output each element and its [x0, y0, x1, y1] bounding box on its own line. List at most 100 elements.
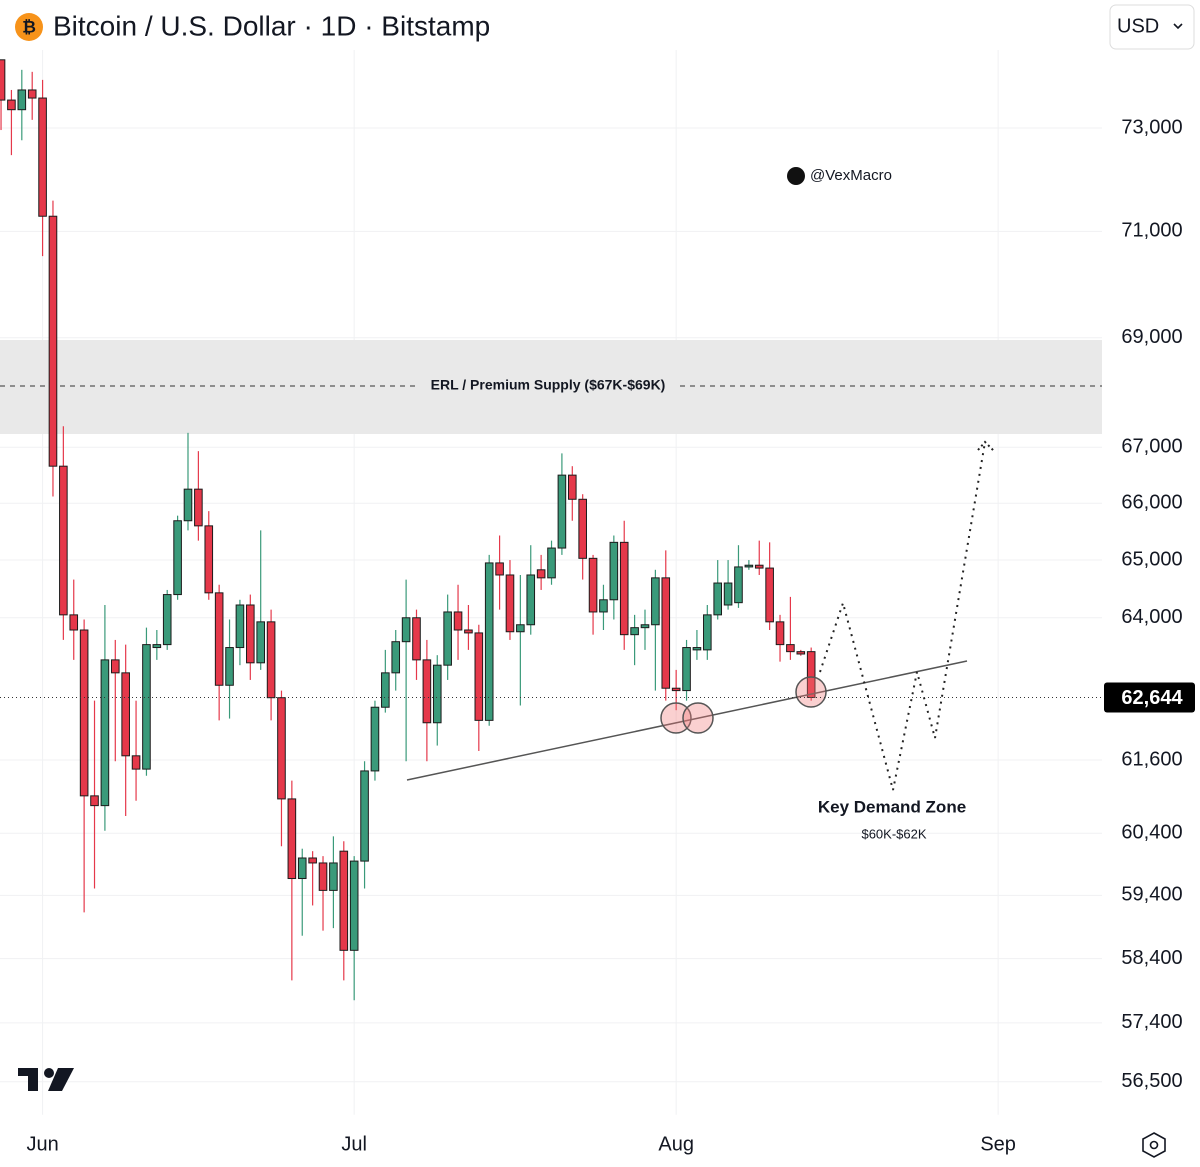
y-tick-label: 59,400	[1121, 884, 1182, 906]
candle-body	[588, 557, 598, 613]
candle-body	[609, 541, 619, 601]
candle-body	[131, 755, 141, 770]
candle-body	[329, 862, 338, 891]
projection-arrow	[977, 440, 996, 453]
candle-body	[640, 624, 650, 629]
candle-body	[765, 567, 774, 623]
currency-label[interactable]: USD	[1117, 15, 1159, 37]
candle-body	[48, 215, 58, 467]
candle-body	[38, 97, 47, 217]
y-tick-label: 61,600	[1121, 748, 1182, 770]
candle-body	[557, 474, 567, 549]
candle-body	[183, 488, 193, 522]
candle-body	[682, 647, 691, 692]
watermark-icon	[787, 167, 805, 185]
candle-body	[235, 604, 245, 649]
candle-body	[806, 651, 816, 698]
axes: 73,000 71,000 69,000 67,000 66,000 65,000 64,0…	[0, 116, 1195, 1155]
zone-label-bg	[420, 376, 676, 396]
candle-body	[142, 644, 151, 770]
candle-body	[692, 647, 702, 651]
candle-body	[339, 850, 349, 951]
candle-body	[152, 644, 162, 649]
x-tick-label: Jul	[341, 1133, 367, 1155]
candle-body	[744, 564, 754, 568]
dropdown-arrow[interactable]	[1173, 23, 1183, 30]
candle-body	[786, 644, 795, 653]
y-tick-label: 57,400	[1121, 1011, 1182, 1033]
candles	[0, 59, 816, 1001]
x-tick-label: Sep	[980, 1133, 1016, 1155]
candle-body	[661, 577, 671, 689]
candle-body	[17, 89, 27, 111]
candle-body	[266, 621, 276, 699]
candle-body	[412, 617, 421, 661]
candle-body	[567, 474, 577, 500]
candle-body	[69, 614, 79, 631]
y-tick-label: 66,000	[1121, 492, 1182, 514]
candle-body	[349, 860, 359, 951]
candle-body	[775, 621, 785, 646]
candle-body	[464, 629, 473, 634]
candle-body	[619, 541, 629, 636]
candle-body	[754, 564, 764, 569]
last-price-label: 62,644	[1121, 687, 1183, 709]
candle-body	[401, 617, 411, 643]
touch-circle	[795, 676, 827, 708]
bitcoin-symbol: ₿	[22, 17, 36, 36]
candle-body	[204, 525, 214, 594]
candle-body	[381, 672, 390, 708]
demand-range: $60K-$62K	[861, 826, 926, 841]
candle-body	[703, 614, 712, 651]
candle-body	[297, 857, 307, 880]
candle-body	[90, 795, 99, 807]
candle-body	[671, 687, 681, 692]
candle-body	[318, 862, 328, 891]
candle-body	[370, 706, 380, 772]
candle-body	[516, 624, 525, 633]
y-tick-label: 64,000	[1121, 606, 1182, 628]
candle-body	[723, 582, 733, 606]
candle-body	[526, 574, 536, 626]
candle-body	[422, 659, 432, 724]
candle-body	[578, 498, 587, 559]
candle-body	[734, 566, 743, 604]
y-tick-label: 67,000	[1121, 436, 1182, 458]
candle-body	[214, 592, 224, 686]
candle-body	[194, 488, 203, 527]
candle-body	[173, 520, 182, 596]
candle-body	[651, 577, 660, 626]
candle-body	[100, 659, 110, 807]
candle-body	[0, 59, 6, 101]
x-tick-label: Aug	[658, 1133, 694, 1155]
y-tick-label: 56,500	[1121, 1070, 1182, 1092]
candle-body	[796, 651, 806, 655]
y-tick-label: 58,400	[1121, 947, 1182, 969]
bitcoin-icon	[15, 13, 43, 41]
candle-body	[432, 664, 442, 724]
candle-body	[287, 798, 297, 880]
chart-title: Bitcoin / U.S. Dollar · 1D · Bitstamp	[53, 10, 490, 41]
candle-body	[453, 611, 463, 631]
candle-body	[79, 629, 89, 797]
candle-body	[547, 547, 556, 579]
y-tick-label: 73,000	[1121, 116, 1182, 138]
currency-button[interactable]	[1109, 4, 1195, 50]
candle-body	[505, 574, 515, 633]
candle-body	[256, 621, 265, 664]
x-tick-label: Jun	[26, 1133, 58, 1155]
candle-body	[599, 599, 608, 613]
y-tick-label: 65,000	[1121, 548, 1182, 570]
watermark: @VexMacro	[810, 167, 892, 184]
candle-body	[27, 89, 37, 99]
settings-icon-center[interactable]	[1149, 1140, 1159, 1150]
settings-icon[interactable]	[1142, 1132, 1166, 1158]
candle-body	[474, 632, 484, 721]
candle-body	[495, 562, 504, 576]
touch-circle	[682, 702, 714, 734]
candle-body	[59, 465, 68, 616]
projection-path	[819, 441, 986, 791]
tradingview-logo	[18, 1068, 74, 1091]
